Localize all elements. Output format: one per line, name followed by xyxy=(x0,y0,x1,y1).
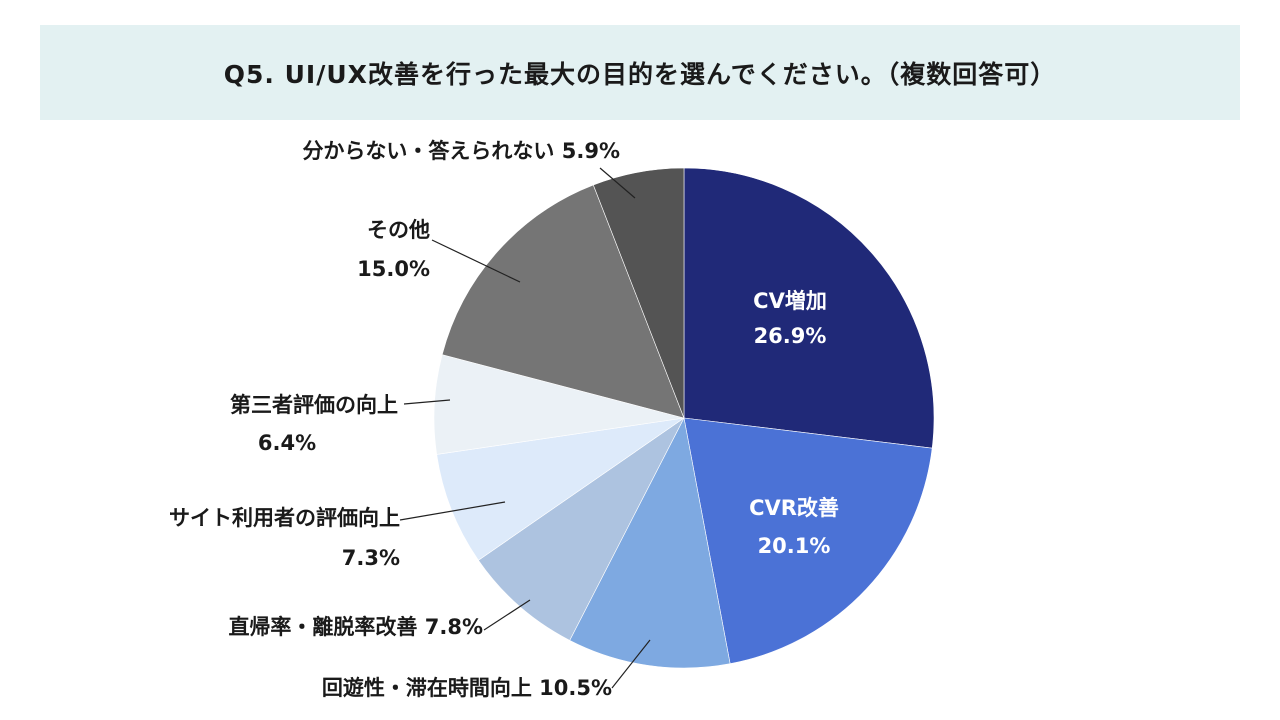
slice-1 xyxy=(683,167,935,449)
slice-7-value-label: 15.0% xyxy=(357,257,430,281)
slice-2 xyxy=(683,417,933,665)
slice-4-label: 直帰率・離脱率改善 7.8% xyxy=(228,615,483,639)
chart-title: Q5. UI/UX改善を行った最大の目的を選んでください。（複数回答可） xyxy=(223,59,1057,89)
slice-5 xyxy=(436,417,685,561)
slice-3-leader-line xyxy=(611,639,651,689)
slice-7-leader-line xyxy=(431,239,521,283)
slice-5-leader-line xyxy=(399,501,506,521)
slice-1-label: CV増加 xyxy=(753,289,827,313)
slice-6-value-label: 6.4% xyxy=(258,431,316,455)
slice-2-label: CVR改善 xyxy=(749,496,839,520)
slice-8-label: 分からない・答えられない 5.9% xyxy=(302,139,620,163)
slice-4-leader-line xyxy=(483,599,531,631)
slice-5-value-label: 7.3% xyxy=(342,546,400,570)
slice-3-label: 回遊性・滞在時間向上 10.5% xyxy=(322,676,612,700)
slice-1-value-label: 26.9% xyxy=(754,324,827,348)
slice-6-leader-line xyxy=(403,399,451,405)
slice-7-label: その他 xyxy=(367,218,430,242)
slice-2-value-label: 20.1% xyxy=(758,534,831,558)
slice-8 xyxy=(592,167,685,419)
slice-8-leader-line xyxy=(599,167,636,199)
slice-3 xyxy=(569,417,731,669)
slice-6-label: 第三者評価の向上 xyxy=(230,393,398,417)
slice-4 xyxy=(478,417,685,641)
slice-7 xyxy=(441,184,685,419)
slice-5-label: サイト利用者の評価向上 xyxy=(169,506,400,530)
title-banner: Q5. UI/UX改善を行った最大の目的を選んでください。（複数回答可） xyxy=(40,25,1240,120)
